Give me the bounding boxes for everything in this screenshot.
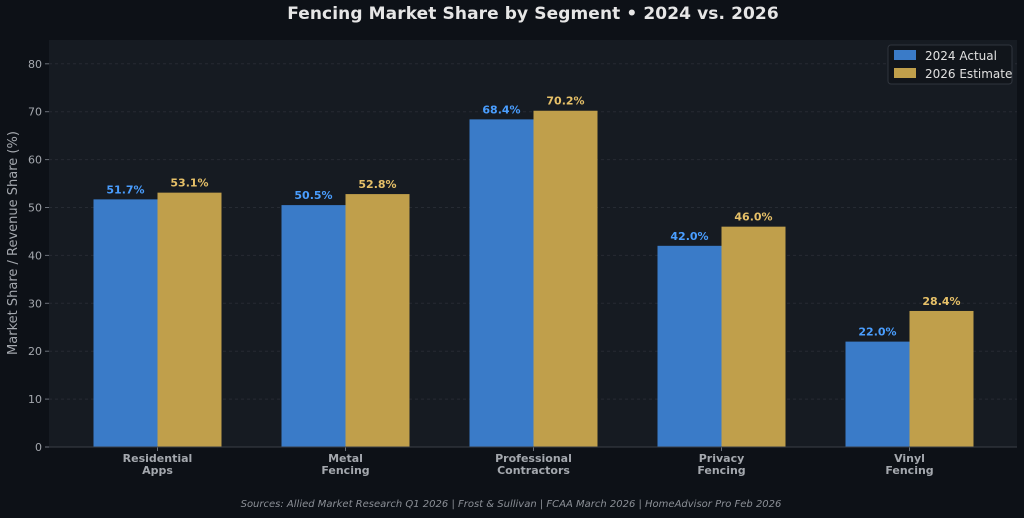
legend-label-2026-estimate: 2026 Estimate	[925, 67, 1012, 81]
bar-2024-4	[845, 341, 910, 447]
value-label: 42.0%	[670, 230, 708, 243]
x-tick-label: Vinyl	[894, 452, 925, 465]
y-tick-label: 10	[28, 393, 42, 406]
legend-box	[887, 44, 1013, 85]
value-label: 22.0%	[858, 326, 896, 339]
legend-swatch-2024-actual	[894, 50, 916, 60]
bar-2026-3	[721, 226, 786, 447]
y-tick-label: 70	[28, 106, 42, 119]
bar-2024-3	[657, 245, 722, 447]
x-tick-label: Residential	[123, 452, 193, 465]
bar-2024-2	[469, 119, 534, 447]
x-tick-label: Contractors	[497, 464, 570, 477]
y-tick-label: 30	[28, 297, 42, 310]
x-tick-label: Fencing	[697, 464, 745, 477]
value-labels: 51.7% 53.1% 50.5% 52.8% 68.4% 70.2% 42.0% 46.0%…	[106, 95, 960, 339]
y-axis-ticks: 0 10 20 30 40 50 60 70 80	[28, 58, 49, 454]
legend-label-2024-actual: 2024 Actual	[925, 49, 997, 63]
value-label: 51.7%	[106, 183, 144, 196]
bar-2024-1	[281, 205, 346, 447]
chart-title: Fencing Market Share by Segment • 2024 v…	[287, 4, 779, 24]
y-axis-label: Market Share / Revenue Share (%)	[6, 131, 21, 355]
x-tick-label: Professional	[495, 452, 572, 465]
value-label: 52.8%	[358, 178, 396, 191]
x-tick-label: Fencing	[321, 464, 369, 477]
value-label: 46.0%	[734, 211, 772, 224]
x-axis-ticks: ResidentialAppsMetalFencingProfessionalC…	[123, 447, 934, 477]
value-label: 53.1%	[170, 177, 208, 190]
bar-2026-4	[909, 310, 974, 447]
legend: 2024 Actual 2026 Estimate	[887, 44, 1013, 85]
y-tick-label: 0	[35, 441, 42, 454]
bar-2026-2	[533, 110, 598, 447]
value-label: 70.2%	[546, 95, 584, 108]
chart-source-note: Sources: Allied Market Research Q1 2026 …	[240, 499, 782, 510]
x-tick-label: Fencing	[885, 464, 933, 477]
y-tick-label: 50	[28, 202, 42, 215]
bar-2026-0	[157, 192, 222, 447]
legend-swatch-2026-estimate	[894, 68, 916, 78]
y-tick-label: 60	[28, 154, 42, 167]
y-tick-label: 40	[28, 249, 42, 262]
bar-2026-1	[345, 194, 410, 447]
x-tick-label: Metal	[328, 452, 363, 465]
y-tick-label: 20	[28, 345, 42, 358]
value-label: 68.4%	[482, 103, 520, 116]
bars	[93, 110, 974, 447]
value-label: 50.5%	[294, 189, 332, 202]
bar-2024-0	[93, 199, 158, 447]
x-tick-label: Apps	[142, 464, 173, 477]
y-tick-label: 80	[28, 58, 42, 71]
value-label: 28.4%	[922, 295, 960, 308]
x-tick-label: Privacy	[699, 452, 745, 465]
